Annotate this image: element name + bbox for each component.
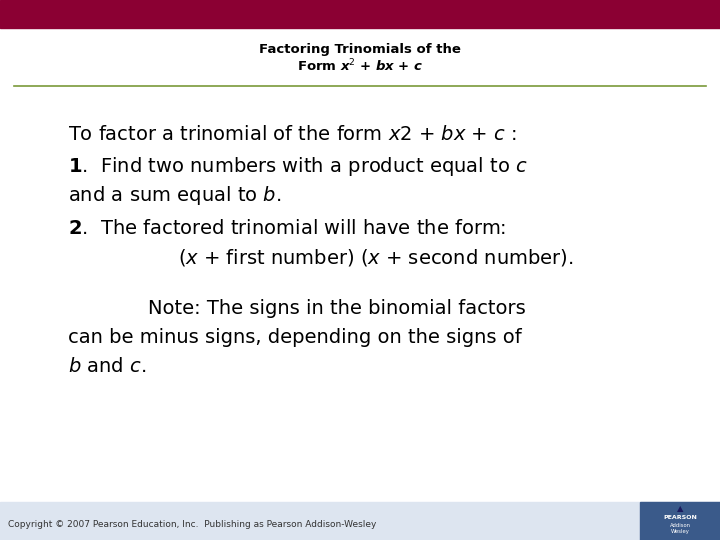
Text: $\mathbf{2}$.  The factored trinomial will have the form:: $\mathbf{2}$. The factored trinomial wil…: [68, 219, 506, 238]
Text: To factor a trinomial of the form $x$2 + $bx$ + $c$ :: To factor a trinomial of the form $x$2 +…: [68, 125, 516, 144]
Text: and a sum equal to $b$.: and a sum equal to $b$.: [68, 184, 282, 207]
Text: ▲: ▲: [677, 504, 683, 514]
Bar: [0, 0, 720, 28]
Text: can be minus signs, depending on the signs of: can be minus signs, depending on the sig…: [68, 328, 522, 347]
Text: ($x$ + first number) ($x$ + second number).: ($x$ + first number) ($x$ + second numbe…: [178, 247, 574, 268]
Text: Form $\bfit{x}$$^2$ + $\bfit{bx}$ + $\bfit{c}$: Form $\bfit{x}$$^2$ + $\bfit{bx}$ + $\bf…: [297, 58, 423, 75]
Bar: [0, 502, 720, 540]
Text: Note: The signs in the binomial factors: Note: The signs in the binomial factors: [148, 299, 526, 318]
Text: Factoring Trinomials of the: Factoring Trinomials of the: [259, 44, 461, 57]
Text: $\mathbf{1}$.  Find two numbers with a product equal to $c$: $\mathbf{1}$. Find two numbers with a pr…: [68, 156, 528, 178]
Text: Copyright © 2007 Pearson Education, Inc.  Publishing as Pearson Addison-Wesley: Copyright © 2007 Pearson Education, Inc.…: [8, 519, 377, 529]
Bar: [640, 502, 720, 540]
Text: PEARSON: PEARSON: [663, 515, 697, 519]
Text: $b$ and $c$.: $b$ and $c$.: [68, 357, 146, 376]
Text: Addison
Wesley: Addison Wesley: [670, 523, 690, 534]
